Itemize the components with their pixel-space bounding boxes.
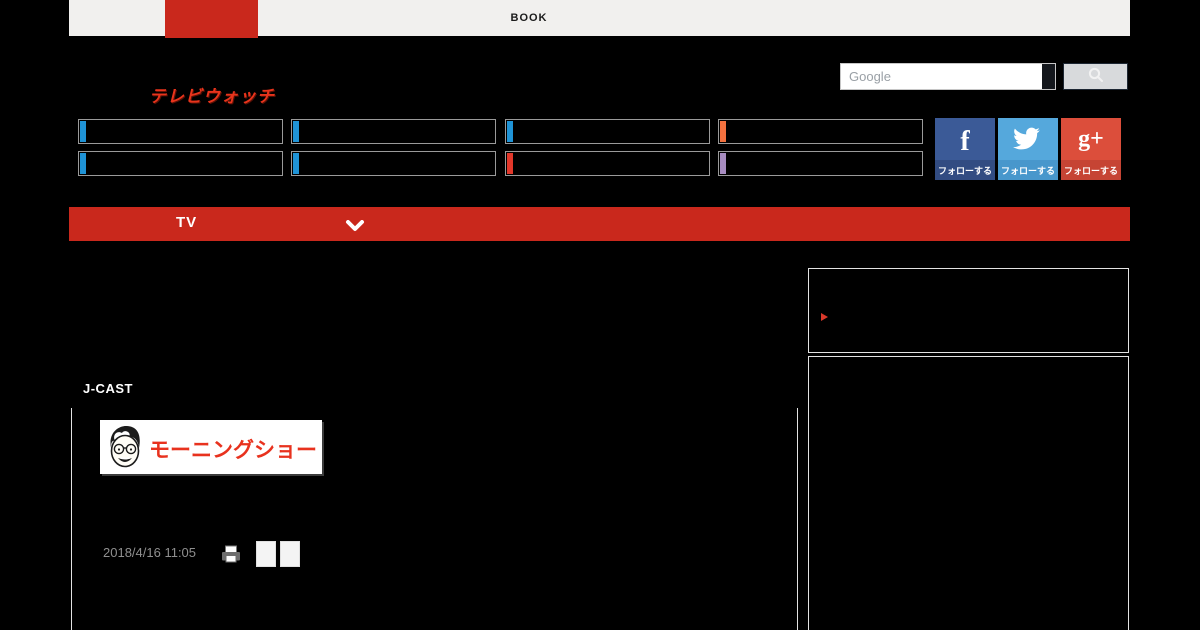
nav-tile[interactable] (78, 119, 283, 144)
search-input[interactable] (841, 64, 1041, 89)
nav-tile-accent (293, 121, 299, 142)
top-bar: BOOK (69, 0, 1130, 38)
nav-tile-accent (507, 153, 513, 174)
bullet-arrow-icon (821, 313, 828, 321)
share-button-placeholder[interactable] (256, 541, 276, 567)
category-bar: TV (69, 207, 1130, 241)
search-box (840, 63, 1056, 90)
site-label: J-CAST (83, 381, 133, 396)
topbar-book-link[interactable]: BOOK (510, 12, 548, 24)
nav-tile[interactable] (78, 151, 283, 176)
facebook-icon: f (960, 126, 970, 157)
facebook-follow-button[interactable]: f フォローする (935, 118, 995, 180)
search-icon (1088, 67, 1103, 82)
nav-tile-accent (80, 153, 86, 174)
article-date: 2018/4/16 11:05 (103, 545, 197, 560)
sidebar-box-bottom (808, 356, 1129, 630)
follow-label: フォローする (937, 165, 992, 176)
print-icon[interactable] (221, 545, 241, 564)
twitter-bird-icon (1013, 127, 1040, 150)
share-button-placeholder[interactable] (280, 541, 300, 567)
search-button[interactable] (1063, 63, 1128, 90)
sidebar-box-top (808, 268, 1129, 353)
twitter-button-body (998, 118, 1058, 160)
nav-tile[interactable] (505, 151, 710, 176)
nav-tile[interactable] (291, 151, 496, 176)
nav-tile-accent (507, 121, 513, 142)
topbar-accent-block (165, 0, 258, 38)
googleplus-icon: g+ (1078, 126, 1104, 152)
category-label[interactable]: TV (176, 214, 198, 231)
host-face-illustration (110, 426, 140, 468)
nav-tile[interactable] (718, 151, 923, 176)
googleplus-button-body: g+ (1061, 118, 1121, 160)
googleplus-follow-footer: フォローする (1061, 160, 1121, 180)
nav-tile-accent (80, 121, 86, 142)
follow-label: フォローする (1000, 165, 1055, 176)
chevron-down-icon[interactable] (345, 220, 365, 232)
nav-tile-accent (720, 121, 726, 142)
search-input-end-cap (1042, 64, 1055, 89)
follow-label: フォローする (1063, 165, 1118, 176)
facebook-follow-footer: フォローする (935, 160, 995, 180)
twitter-follow-footer: フォローする (998, 160, 1058, 180)
content-left-divider (71, 408, 72, 630)
nav-tile[interactable] (505, 119, 710, 144)
googleplus-follow-button[interactable]: g+ フォローする (1061, 118, 1121, 180)
nav-tile[interactable] (718, 119, 923, 144)
nav-tile[interactable] (291, 119, 496, 144)
nav-tile-accent (720, 153, 726, 174)
twitter-follow-button[interactable]: フォローする (998, 118, 1058, 180)
program-banner[interactable]: モーニングショー (100, 420, 322, 474)
facebook-button-body: f (935, 118, 995, 160)
site-logo[interactable]: テレビウォッチ (149, 87, 275, 106)
program-title: モーニングショー (149, 439, 317, 462)
nav-tile-accent (293, 153, 299, 174)
content-right-divider (797, 408, 798, 630)
